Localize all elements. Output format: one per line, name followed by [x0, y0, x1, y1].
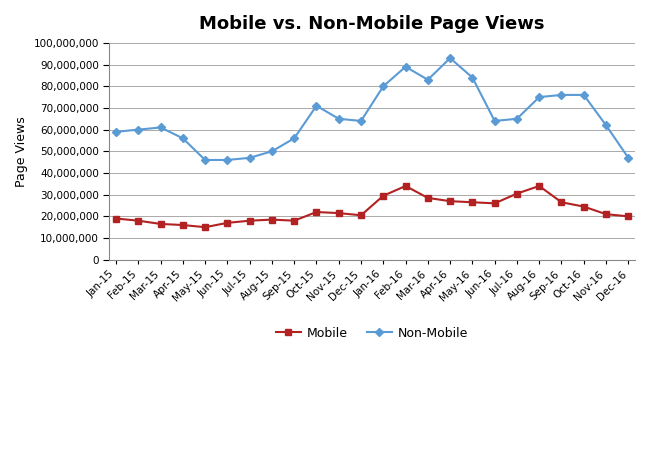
Mobile [246, 218, 254, 223]
Mobile [491, 201, 499, 206]
Non-Mobile [402, 64, 410, 69]
Line: Non-Mobile: Non-Mobile [113, 55, 631, 163]
Non-Mobile [268, 148, 276, 154]
Mobile [380, 193, 387, 198]
Mobile [580, 204, 588, 209]
Non-Mobile [447, 55, 454, 61]
Non-Mobile [135, 127, 142, 132]
Mobile [357, 212, 365, 218]
Mobile [625, 214, 632, 219]
Non-Mobile [536, 94, 543, 100]
Mobile [536, 183, 543, 189]
Non-Mobile [357, 118, 365, 124]
Mobile [424, 195, 432, 201]
Non-Mobile [157, 125, 164, 130]
Mobile [558, 199, 566, 205]
Mobile [268, 217, 276, 222]
Mobile [135, 218, 142, 223]
Non-Mobile [513, 116, 521, 122]
Non-Mobile [202, 158, 209, 163]
Mobile [402, 183, 410, 189]
Mobile [469, 199, 476, 205]
Non-Mobile [580, 92, 588, 98]
Non-Mobile [558, 92, 566, 98]
Non-Mobile [246, 155, 254, 161]
Mobile [179, 222, 187, 228]
Mobile [224, 220, 231, 225]
Mobile [447, 198, 454, 204]
Non-Mobile [179, 135, 187, 141]
Non-Mobile [625, 155, 632, 161]
Mobile [335, 211, 343, 216]
Mobile [513, 191, 521, 196]
Line: Mobile: Mobile [113, 183, 631, 230]
Non-Mobile [424, 77, 432, 82]
Non-Mobile [335, 116, 343, 122]
Non-Mobile [469, 75, 476, 80]
Non-Mobile [291, 135, 298, 141]
Title: Mobile vs. Non-Mobile Page Views: Mobile vs. Non-Mobile Page Views [200, 15, 545, 33]
Non-Mobile [491, 118, 499, 124]
Non-Mobile [112, 129, 120, 135]
Mobile [602, 212, 610, 217]
Mobile [112, 216, 120, 221]
Mobile [202, 225, 209, 230]
Mobile [157, 221, 164, 227]
Mobile [313, 209, 320, 215]
Non-Mobile [313, 103, 320, 108]
Non-Mobile [380, 84, 387, 89]
Non-Mobile [224, 158, 231, 163]
Mobile [291, 218, 298, 223]
Non-Mobile [602, 122, 610, 128]
Legend: Mobile, Non-Mobile: Mobile, Non-Mobile [271, 322, 473, 345]
Y-axis label: Page Views: Page Views [15, 116, 28, 187]
